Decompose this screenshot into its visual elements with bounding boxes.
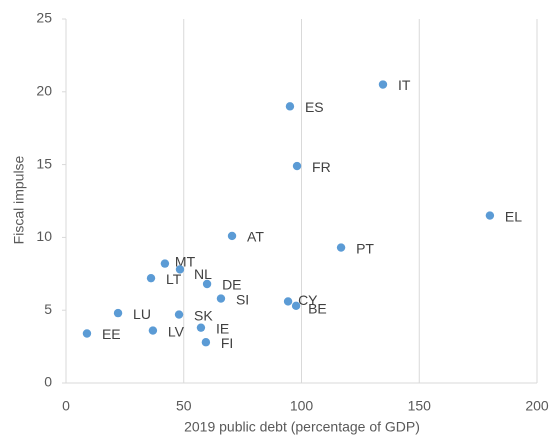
point-label: AT <box>247 229 264 245</box>
x-tick-label: 100 <box>290 398 314 414</box>
point <box>160 259 170 268</box>
point <box>292 161 302 171</box>
point-label: BE <box>308 301 327 317</box>
x-tick-label: 200 <box>525 398 549 414</box>
point <box>148 326 158 335</box>
point <box>201 338 211 347</box>
point <box>283 297 293 306</box>
y-tick-label: 15 <box>36 155 52 171</box>
point-label: CY <box>298 292 318 308</box>
point-label: LU <box>133 306 151 322</box>
x-tick-label: 150 <box>408 398 432 414</box>
point <box>202 279 212 289</box>
point-label: FR <box>312 159 331 175</box>
point-label: PT <box>356 240 374 256</box>
point <box>285 102 295 111</box>
point <box>227 231 237 241</box>
point <box>113 308 123 318</box>
point-label: ES <box>305 99 324 115</box>
point-label: IE <box>216 320 229 336</box>
x-axis-title: 2019 public debt (percentage of GDP) <box>184 419 420 435</box>
point-label: EE <box>102 326 121 342</box>
y-tick-label: 5 <box>44 301 52 317</box>
point-label: LV <box>168 323 185 339</box>
point-label: SK <box>194 307 213 323</box>
point <box>82 329 92 338</box>
point <box>216 294 226 303</box>
point-label: EL <box>505 208 522 224</box>
point-label: FI <box>221 335 233 351</box>
x-tick-label: 0 <box>62 398 70 414</box>
y-tick-label: 25 <box>36 10 52 26</box>
y-axis-title: Fiscal impulse <box>11 155 27 244</box>
point-label: NL <box>194 266 212 282</box>
point-label: DE <box>222 277 241 293</box>
point <box>485 211 495 220</box>
y-tick-label: 0 <box>44 374 52 390</box>
point <box>291 301 301 311</box>
y-tick-label: 10 <box>36 228 52 244</box>
point <box>196 323 206 332</box>
x-tick-label: 50 <box>176 398 192 414</box>
point <box>336 243 346 252</box>
point-label: LT <box>166 271 182 287</box>
point <box>146 273 156 283</box>
point <box>175 265 185 274</box>
point-label: SI <box>236 291 249 307</box>
y-tick-label: 20 <box>36 83 52 99</box>
point <box>174 310 184 319</box>
point <box>378 80 388 89</box>
point-label: IT <box>398 77 411 93</box>
